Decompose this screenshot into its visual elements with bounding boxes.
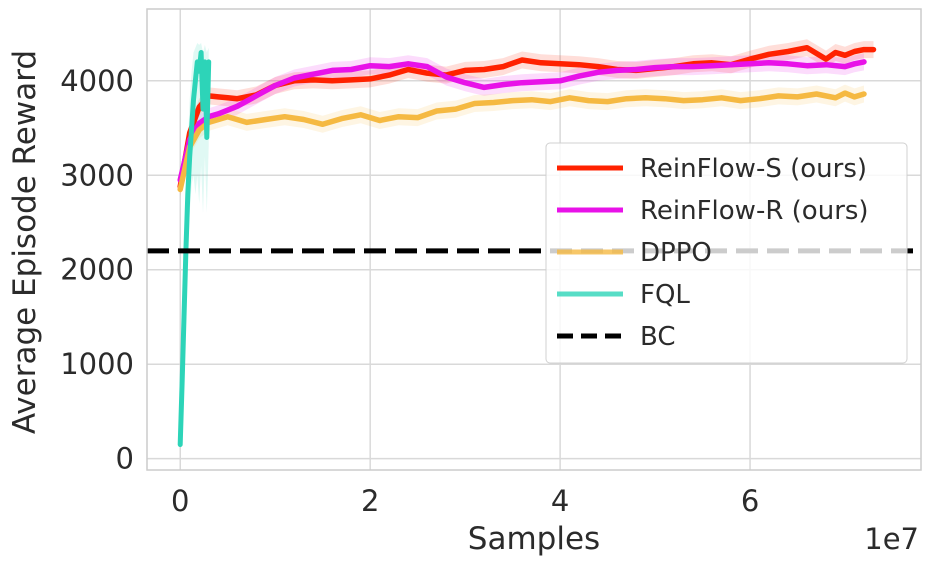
series-lines (177, 44, 877, 447)
legend-label-bc: BC (640, 322, 676, 352)
x-tick-label-3: 6 (741, 484, 759, 518)
y-tick-label-1: 1000 (60, 347, 134, 381)
plot-frame (146, 8, 922, 471)
reinflow-r-ours-line (177, 59, 867, 183)
legend-box (545, 142, 908, 364)
x-axis-title: Samples (468, 521, 600, 557)
y-tick-label-4: 4000 (60, 64, 134, 98)
x-tick-label-0: 0 (171, 484, 189, 518)
dppo-band (180, 84, 864, 198)
legend-label-dppo: DPPO (640, 238, 712, 268)
y-tick-label-0: 0 (116, 442, 134, 476)
x-tick-labels: 0 2 4 6 (171, 484, 759, 518)
legend: ReinFlow-S (ours) ReinFlow-R (ours) DPPO FQ… (545, 142, 908, 364)
x-tick-label-1: 2 (361, 484, 379, 518)
y-tick-label-2: 2000 (60, 253, 134, 287)
legend-label-reinflow-r-ours: ReinFlow-R (ours) (640, 196, 869, 226)
fql-band (180, 43, 209, 450)
x-axis-scale-label: 1e7 (864, 522, 919, 556)
y-axis-title: Average Episode Reward (7, 50, 43, 434)
fql-line (177, 50, 212, 447)
y-tick-label-3: 3000 (60, 158, 134, 192)
legend-label-reinflow-s-ours: ReinFlow-S (ours) (640, 154, 867, 184)
dppo-line (177, 90, 867, 193)
x-tick-label-2: 4 (551, 484, 569, 518)
y-tick-labels: 0 1000 2000 3000 4000 (60, 64, 134, 476)
legend-label-fql: FQL (640, 280, 690, 310)
